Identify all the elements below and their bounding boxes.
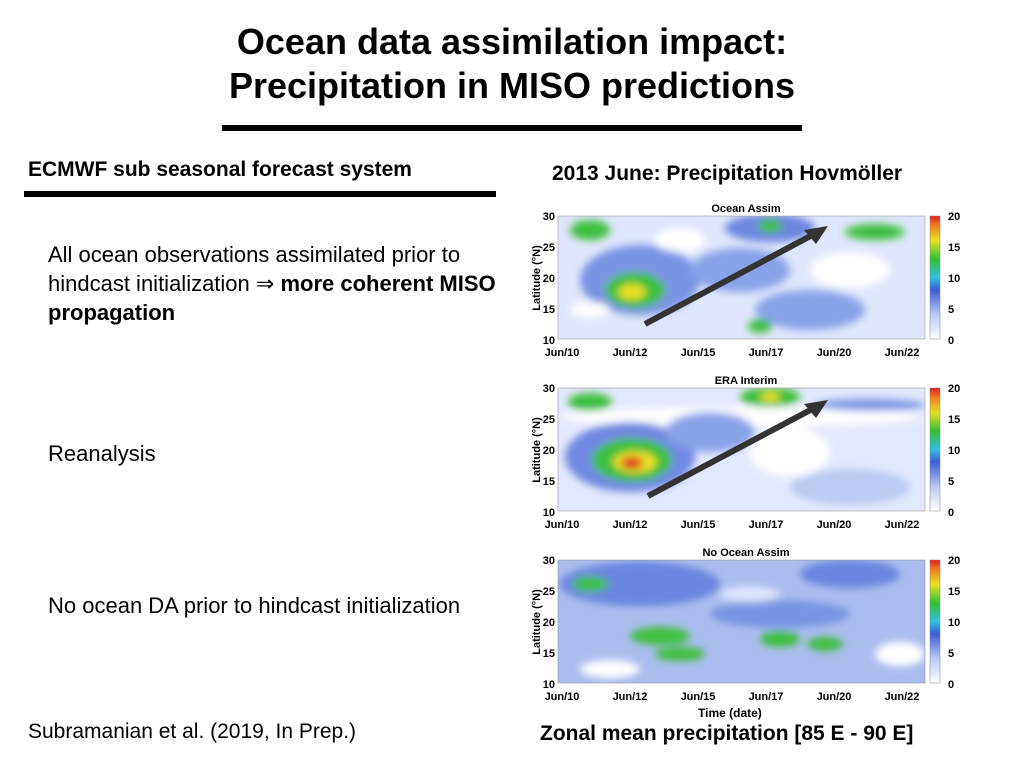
citation: Subramanian et al. (2019, In Prep.) [28, 720, 357, 743]
ytick: 25 [543, 242, 555, 254]
hovmoller-field [558, 216, 925, 339]
cbar-tick: 5 [948, 476, 954, 488]
xtick: Jun/15 [681, 519, 716, 531]
cbar-tick: 5 [948, 648, 954, 660]
cbar-tick: 0 [948, 335, 954, 347]
no-ocean-da-description: No ocean DA prior to hindcast initializa… [48, 593, 461, 618]
left-heading: ECMWF sub seasonal forecast system [28, 158, 412, 181]
title-line-2: Precipitation in MISO predictions [228, 65, 796, 106]
cbar-tick: 20 [948, 555, 960, 567]
ytick: 10 [543, 507, 555, 519]
cbar-tick: 20 [948, 383, 960, 395]
xtick: Jun/17 [749, 691, 784, 703]
hovmoller-field [558, 560, 925, 683]
xtick: Jun/12 [613, 519, 648, 531]
cbar-tick: 15 [948, 242, 960, 254]
figure-caption: Zonal mean precipitation [85 E - 90 E] [540, 722, 914, 745]
ytick: 25 [543, 586, 555, 598]
ytick: 20 [543, 617, 555, 629]
panel-title: No Ocean Assim [702, 547, 789, 559]
xtick: Jun/22 [885, 519, 920, 531]
ytick: 10 [543, 335, 555, 347]
ocean-assim-text: All ocean observations assimilated prior… [48, 242, 461, 296]
ytick: 30 [543, 211, 555, 223]
y-axis-label: Latitude (°N) [531, 245, 543, 311]
slide-title: Ocean data assimilation impact: Precipit… [0, 20, 1024, 108]
xtick: Jun/20 [817, 691, 852, 703]
title-line-1: Ocean data assimilation impact: [236, 21, 788, 62]
xtick: Jun/15 [681, 691, 716, 703]
xtick: Jun/17 [749, 347, 784, 359]
cbar-tick: 15 [948, 414, 960, 426]
ytick: 15 [543, 304, 555, 316]
colorbar [929, 559, 941, 684]
hovmoller-field [558, 388, 925, 511]
y-axis-label: Latitude (°N) [531, 589, 543, 655]
cbar-tick: 10 [948, 617, 960, 629]
cbar-tick: 5 [948, 304, 954, 316]
xtick: Jun/17 [749, 519, 784, 531]
hovmoller-panel-no-ocean-assim: No Ocean Assim 30 25 20 15 10 Jun/10 Jun… [531, 547, 960, 703]
ytick: 20 [543, 273, 555, 285]
xtick: Jun/10 [545, 519, 580, 531]
cbar-tick: 0 [948, 507, 954, 519]
xtick: Jun/22 [885, 347, 920, 359]
ytick: 10 [543, 679, 555, 691]
hovmoller-panel-era-interim: ERA Interim 30 25 20 15 10 Jun/10 Jun/12… [531, 375, 960, 531]
colorbar [929, 387, 941, 512]
ytick: 15 [543, 476, 555, 488]
panel-title: Ocean Assim [711, 203, 781, 215]
hovmoller-panel-ocean-assim: Ocean Assim 30 25 20 15 10 Jun/10 Jun/12… [531, 203, 960, 359]
colorbar [929, 215, 941, 340]
cbar-tick: 20 [948, 211, 960, 223]
ytick: 20 [543, 445, 555, 457]
xtick: Jun/20 [817, 519, 852, 531]
cbar-tick: 10 [948, 273, 960, 285]
xtick: Jun/10 [545, 347, 580, 359]
ocean-assim-bold-text: more coherent MISO propagation [48, 271, 496, 325]
reanalysis-description: Reanalysis [48, 441, 156, 466]
ytick: 30 [543, 383, 555, 395]
cbar-tick: 10 [948, 445, 960, 457]
panel-title: ERA Interim [715, 375, 778, 387]
ytick: 25 [543, 414, 555, 426]
x-axis-label: Time (date) [698, 706, 762, 720]
xtick: Jun/15 [681, 347, 716, 359]
xtick: Jun/20 [817, 347, 852, 359]
right-heading: 2013 June: Precipitation Hovmöller [552, 162, 903, 185]
ytick: 30 [543, 555, 555, 567]
left-heading-underline [24, 191, 496, 197]
title-underline [222, 125, 802, 131]
y-axis-label: Latitude (°N) [531, 417, 543, 483]
ocean-assim-description: All ocean observations assimilated prior… [48, 240, 498, 327]
xtick: Jun/22 [885, 691, 920, 703]
xtick: Jun/10 [545, 691, 580, 703]
xtick: Jun/12 [613, 691, 648, 703]
cbar-tick: 0 [948, 679, 954, 691]
xtick: Jun/12 [613, 347, 648, 359]
ytick: 15 [543, 648, 555, 660]
cbar-tick: 15 [948, 586, 960, 598]
